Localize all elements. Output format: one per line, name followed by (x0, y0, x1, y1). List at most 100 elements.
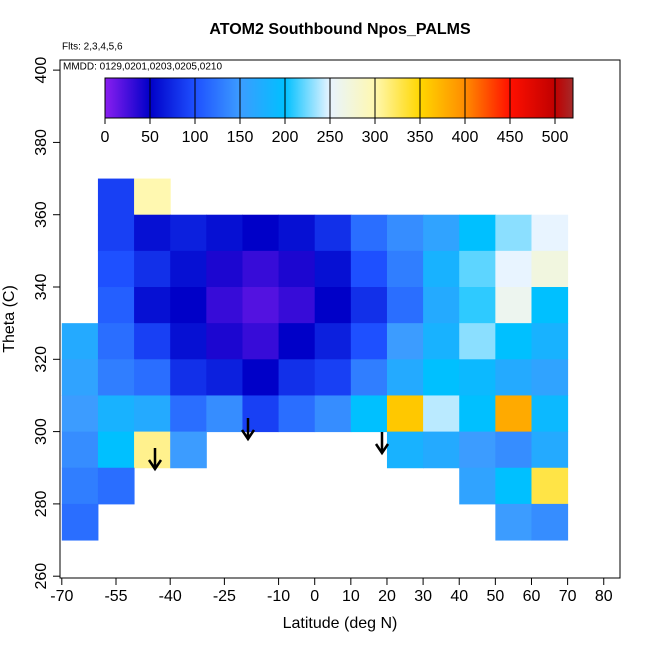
heat-cell (97, 431, 135, 469)
heat-cell (242, 323, 280, 360)
heat-cell (97, 250, 135, 288)
heat-cell (206, 395, 243, 433)
y-tick-label: 360 (33, 201, 50, 228)
heat-cell (61, 431, 99, 469)
x-tick-label: -10 (267, 588, 290, 605)
heat-cell (278, 359, 316, 396)
heat-cell (350, 359, 388, 396)
y-tick-label: 320 (33, 346, 50, 373)
heat-cell (134, 214, 171, 252)
heat-cell (531, 250, 569, 288)
heat-cell (206, 250, 243, 288)
heat-cell (531, 467, 569, 505)
heat-cell (350, 214, 388, 252)
heat-cell (350, 250, 388, 288)
heat-cell (459, 395, 496, 433)
colorbar-tick-label: 300 (362, 129, 389, 146)
heatmap (61, 178, 569, 541)
heat-cell (314, 250, 352, 288)
heat-cell (531, 323, 569, 360)
y-tick-label: 380 (33, 129, 50, 156)
heat-cell (61, 395, 99, 433)
x-tick-label: 60 (523, 588, 541, 605)
heat-cell (314, 214, 352, 252)
heat-cell (531, 287, 569, 324)
heat-cell (134, 287, 171, 324)
heat-cell (278, 395, 316, 433)
x-tick-label: 70 (559, 588, 577, 605)
heat-cell (459, 250, 496, 288)
heat-cell (423, 359, 460, 396)
colorbar-tick-label: 150 (227, 129, 254, 146)
heat-cell (459, 431, 496, 469)
x-tick-label: -25 (213, 588, 236, 605)
chart-title: ATOM2 Southbound Npos_PALMS (209, 21, 471, 38)
heat-cell (386, 395, 424, 433)
heat-cell (242, 359, 280, 396)
annotation: MMDD: 0129,0201,0203,0205,0210 (63, 62, 222, 73)
heat-cell (170, 287, 207, 324)
heat-cell (423, 287, 460, 324)
heat-cell (386, 250, 424, 288)
heat-cell (495, 287, 532, 324)
heat-cell (459, 467, 496, 505)
x-tick-label: 20 (378, 588, 396, 605)
heat-cell (423, 250, 460, 288)
heat-cell (531, 503, 569, 541)
heat-cell (97, 214, 135, 252)
y-tick-label: 280 (33, 490, 50, 517)
heat-cell (423, 395, 460, 433)
heat-cell (134, 250, 171, 288)
heat-cell (495, 359, 532, 396)
heat-cell (206, 323, 243, 360)
heat-cell (423, 214, 460, 252)
heat-cell (242, 214, 280, 252)
heat-cell (531, 214, 569, 252)
y-tick-label: 300 (33, 418, 50, 445)
heat-cell (314, 287, 352, 324)
heat-cell (350, 287, 388, 324)
heat-cell (423, 431, 460, 469)
heat-cell (314, 359, 352, 396)
colorbar-tick-label: 400 (452, 129, 479, 146)
x-tick-label: 40 (450, 588, 468, 605)
y-axis-label: Theta (C) (1, 285, 18, 353)
heat-cell (350, 395, 388, 433)
heat-cell (206, 359, 243, 396)
heat-cell (531, 395, 569, 433)
heat-cell (278, 323, 316, 360)
heat-cell (278, 287, 316, 324)
heat-cell (242, 250, 280, 288)
heat-cell (170, 359, 207, 396)
heat-cell (386, 431, 424, 469)
plot-frame (59, 59, 621, 579)
colorbar-tick-label: 250 (317, 129, 344, 146)
heat-cell (134, 323, 171, 360)
heat-cell (278, 214, 316, 252)
heat-cell (97, 395, 135, 433)
heat-cell (314, 323, 352, 360)
heat-cell (459, 359, 496, 396)
heat-cell (495, 503, 532, 541)
y-tick-label: 340 (33, 274, 50, 301)
heat-cell (495, 395, 532, 433)
colorbar-tick-label: 200 (272, 129, 299, 146)
heat-cell (459, 214, 496, 252)
heat-cell (495, 467, 532, 505)
annotation: Flts: 2,3,4,5,6 (62, 42, 123, 53)
heat-cell (495, 431, 532, 469)
heat-cell (61, 359, 99, 396)
colorbar-tick-label: 350 (407, 129, 434, 146)
x-tick-label: 80 (595, 588, 613, 605)
heat-cell (386, 287, 424, 324)
heat-cell (97, 287, 135, 324)
heat-cell (495, 250, 532, 288)
colorbar-tick-label: 450 (497, 129, 524, 146)
heat-cell (206, 214, 243, 252)
colorbar-tick-label: 50 (141, 129, 159, 146)
arrow (374, 432, 390, 456)
heat-cell (350, 323, 388, 360)
y-tick-label: 400 (33, 57, 50, 84)
arrow (240, 418, 256, 442)
